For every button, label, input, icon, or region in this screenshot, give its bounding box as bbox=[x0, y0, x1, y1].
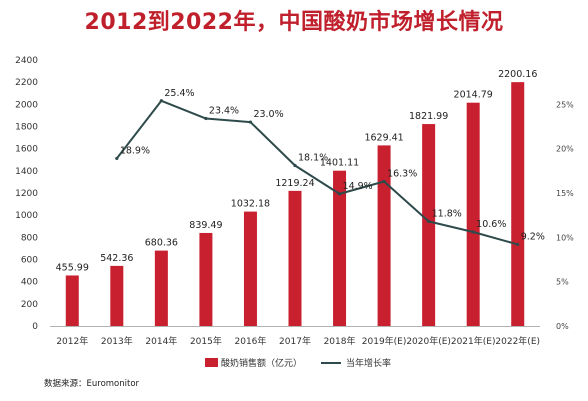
bar-value-label: 1629.41 bbox=[364, 132, 403, 143]
y2-tick-label: 0% bbox=[556, 322, 569, 331]
line-value-label: 18.1% bbox=[298, 153, 328, 164]
y-tick-label: 0 bbox=[32, 322, 38, 332]
y-axis-right: 0% 5% 10% 15% 20% 25% bbox=[556, 100, 574, 331]
bar-value-label: 2014.79 bbox=[454, 90, 493, 101]
bar bbox=[422, 124, 436, 326]
bar-value-label: 455.99 bbox=[56, 262, 89, 273]
bar bbox=[199, 232, 213, 326]
bar-value-label: 680.36 bbox=[145, 238, 178, 249]
y2-tick-label: 5% bbox=[556, 278, 569, 287]
bar-value-label: 1401.11 bbox=[320, 158, 359, 169]
bar bbox=[243, 211, 257, 326]
bar bbox=[511, 82, 525, 327]
line-point bbox=[471, 230, 475, 234]
x-tick-label: 2015年 bbox=[190, 335, 222, 347]
line-value-label: 11.8% bbox=[432, 208, 462, 219]
legend-label-line: 当年增长率 bbox=[346, 357, 391, 369]
chart-title: 2012到2022年，中国酸奶市场增长情况 bbox=[84, 10, 504, 35]
y-tick-label: 2400 bbox=[15, 56, 38, 66]
line-value-label: 9.2% bbox=[521, 231, 545, 242]
y-tick-label: 2000 bbox=[15, 100, 38, 110]
line-value-label: 25.4% bbox=[164, 88, 194, 99]
x-tick-label: 2012年 bbox=[56, 335, 88, 347]
legend-label-bar: 酸奶销售额（亿元） bbox=[221, 357, 302, 369]
line-point bbox=[516, 242, 520, 247]
x-tick-label: 2022年(E) bbox=[495, 335, 540, 347]
bar-data-labels: 455.99 542.36 680.36 839.49 1032.18 1219.24 14… bbox=[56, 69, 538, 273]
line-value-label: 14.9% bbox=[343, 181, 373, 192]
line-point bbox=[115, 156, 119, 161]
growth-line bbox=[116, 99, 518, 246]
y-tick-label: 1000 bbox=[15, 211, 38, 221]
y-tick-label: 1800 bbox=[15, 123, 38, 133]
line-point bbox=[337, 192, 342, 196]
y2-tick-label: 20% bbox=[556, 145, 574, 154]
x-tick-label: 2019年(E) bbox=[362, 335, 407, 347]
line-data-labels: 18.9% 25.4% 23.4% 23.0% 18.1% 14.9% 16.3% 11.8%… bbox=[120, 88, 545, 243]
y-tick-label: 1200 bbox=[15, 189, 38, 199]
line-point bbox=[204, 116, 208, 121]
y2-tick-label: 15% bbox=[556, 189, 574, 198]
bar bbox=[110, 265, 124, 326]
line-point bbox=[293, 163, 297, 168]
bar-value-label: 839.49 bbox=[189, 220, 222, 231]
y-tick-label: 600 bbox=[21, 256, 38, 266]
y-tick-label: 1400 bbox=[15, 167, 38, 177]
line-point bbox=[427, 219, 431, 223]
bar-value-label: 1032.18 bbox=[231, 199, 270, 210]
y-tick-label: 800 bbox=[21, 233, 38, 243]
x-tick-label: 2013年 bbox=[101, 335, 133, 347]
bar-value-label: 2200.16 bbox=[498, 69, 537, 80]
y2-tick-label: 10% bbox=[556, 233, 574, 242]
line-series bbox=[115, 99, 520, 247]
bar-series bbox=[65, 82, 525, 327]
line-point bbox=[382, 179, 386, 184]
y2-tick-label: 25% bbox=[556, 100, 574, 109]
y-axis-left: 0 200 400 600 800 1000 1200 1400 1600 1800 2000 220… bbox=[15, 56, 38, 332]
line-point bbox=[159, 99, 163, 103]
bar bbox=[154, 250, 168, 326]
bar bbox=[333, 170, 347, 326]
y-tick-label: 1600 bbox=[15, 145, 38, 155]
source-note: 数据来源：Euromonitor bbox=[44, 379, 140, 389]
x-tick-label: 2018年 bbox=[324, 335, 356, 347]
bar-value-label: 1821.99 bbox=[409, 111, 448, 122]
x-tick-label: 2020年(E) bbox=[406, 335, 451, 347]
bar bbox=[288, 190, 302, 326]
line-value-label: 10.6% bbox=[476, 219, 506, 230]
legend-swatch-bar bbox=[205, 358, 218, 367]
x-tick-label: 2021年(E) bbox=[451, 335, 496, 347]
line-value-label: 18.9% bbox=[120, 145, 150, 156]
bar-value-label: 1219.24 bbox=[275, 178, 314, 189]
x-axis: 2012年 2013年 2014年 2015年 2016年 2017年 2018年 2019年… bbox=[56, 335, 540, 347]
line-value-label: 16.3% bbox=[387, 168, 417, 179]
y-tick-label: 200 bbox=[21, 300, 38, 310]
y-tick-label: 400 bbox=[21, 278, 38, 288]
x-tick-label: 2017年 bbox=[279, 335, 311, 347]
line-value-label: 23.4% bbox=[209, 106, 239, 117]
line-value-label: 23.0% bbox=[253, 109, 283, 120]
bar bbox=[466, 102, 480, 326]
x-tick-label: 2016年 bbox=[235, 335, 267, 347]
bar-value-label: 542.36 bbox=[100, 253, 133, 264]
legend: 酸奶销售额（亿元） 当年增长率 bbox=[205, 357, 391, 369]
bar bbox=[65, 275, 79, 326]
bar bbox=[377, 145, 391, 326]
y-tick-label: 2200 bbox=[15, 78, 38, 88]
line-point bbox=[248, 120, 253, 124]
x-tick-label: 2014年 bbox=[145, 335, 177, 347]
